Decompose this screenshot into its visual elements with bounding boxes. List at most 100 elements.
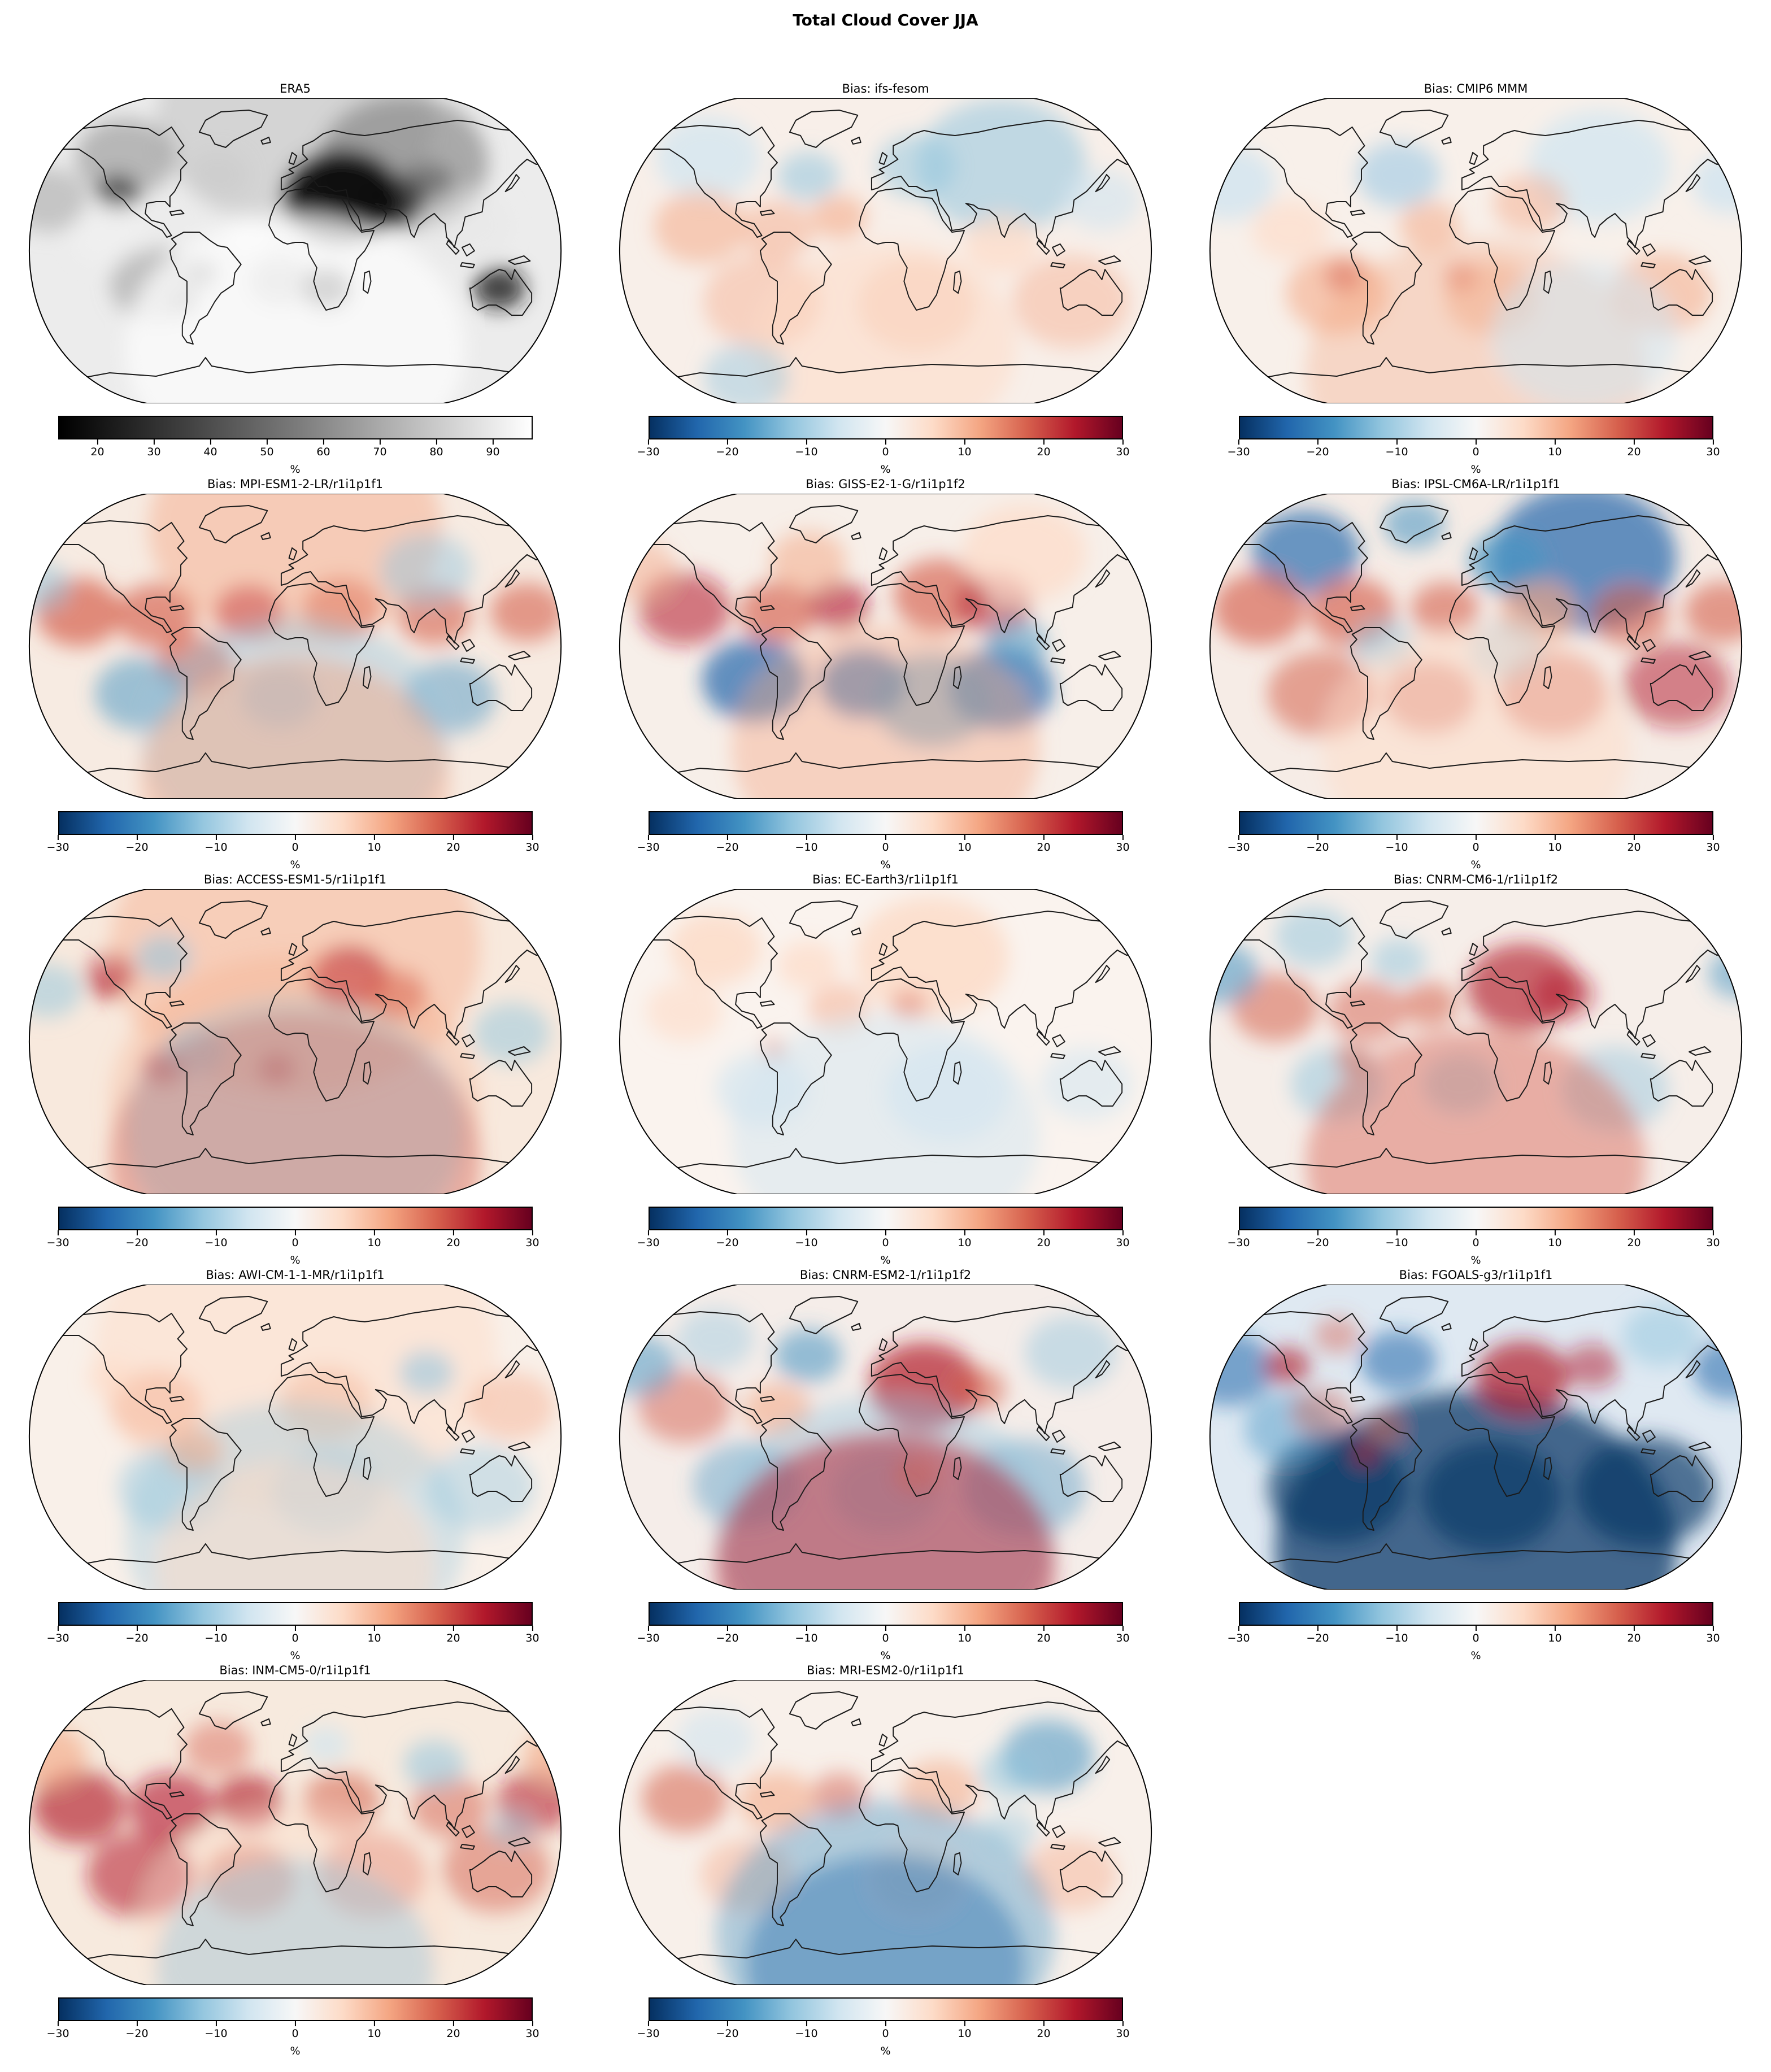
colorbar-tick: −20	[1306, 1626, 1329, 1644]
colorbar-tick: −20	[125, 2021, 149, 2040]
colorbar-tick: 0	[882, 1230, 889, 1249]
colorbar-tick: −10	[204, 1230, 228, 1249]
colorbar-gradient	[1238, 416, 1713, 439]
colorbar-tick: −30	[637, 2021, 660, 2040]
panel-cmip6-mmm: Bias: CMIP6 MMM −30 −20 −10 0 10 20 30 %	[1181, 79, 1771, 475]
colorbar-tick: 30	[525, 2021, 539, 2040]
colorbar-tick: −20	[716, 835, 739, 854]
colorbar-tick: 30	[1706, 835, 1720, 854]
colorbar-gradient	[58, 811, 533, 835]
world-map-giss-e2-1-g	[607, 494, 1164, 799]
panel-title: Bias: MRI-ESM2-0/r1i1p1f1	[806, 1664, 964, 1677]
colorbar-tick: 30	[1116, 1230, 1130, 1249]
colorbar-tick: −10	[1385, 1626, 1408, 1644]
colorbar-tick: 30	[147, 439, 161, 458]
colorbar-tick: −30	[637, 439, 660, 458]
panel-cnrm-cm6-1: Bias: CNRM-CM6-1/r1i1p1f2 −30 −20 −10 0 10 20…	[1181, 870, 1771, 1265]
colorbar-tick: 10	[1548, 439, 1562, 458]
colorbar-tick: 30	[1706, 1230, 1720, 1249]
colorbar: −30 −20 −10 0 10 20 30 %	[46, 1602, 539, 1661]
colorbar-tick: −30	[1227, 1626, 1250, 1644]
colorbar-tick: −30	[637, 1626, 660, 1644]
colorbar-tick: 0	[1472, 439, 1480, 458]
colorbar-tick: 20	[1037, 835, 1051, 854]
colorbar-unit-label: %	[1470, 1649, 1481, 1661]
colorbar-tick: 30	[1706, 439, 1720, 458]
colorbar-tick: 20	[1627, 1626, 1641, 1644]
colorbar-tick: 70	[373, 439, 387, 458]
colorbar-ticks: −30 −20 −10 0 10 20 30	[46, 1230, 539, 1254]
panel-title: ERA5	[280, 82, 311, 95]
colorbar-tick: −10	[204, 835, 228, 854]
colorbar-tick: 10	[367, 835, 381, 854]
colorbar-unit-label: %	[1470, 1254, 1481, 1265]
colorbar-gradient	[58, 1602, 533, 1626]
panel-grid: ERA5 20 30 40 50 60 70 80 90 % Bias: ifs-fesom	[0, 79, 1771, 2056]
colorbar-unit-label: %	[1470, 463, 1481, 475]
colorbar-ticks: −30 −20 −10 0 10 20 30	[637, 439, 1130, 463]
colorbar-tick: 20	[90, 439, 105, 458]
world-map-cnrm-cm6-1	[1198, 889, 1754, 1194]
panel-mpi-esm1-2-lr: Bias: MPI-ESM1-2-LR/r1i1p1f1 −30 −20 −10 0 1…	[0, 475, 590, 870]
colorbar-tick: −10	[795, 439, 818, 458]
colorbar-tick: 0	[291, 1230, 299, 1249]
colorbar-tick: 10	[958, 439, 972, 458]
colorbar-tick: −10	[1385, 835, 1408, 854]
colorbar-tick: 20	[446, 2021, 460, 2040]
colorbar-gradient	[58, 416, 533, 439]
colorbar-tick: 30	[1116, 835, 1130, 854]
colorbar-tick: 0	[1472, 1626, 1480, 1644]
panel-title: Bias: CNRM-ESM2-1/r1i1p1f2	[799, 1268, 972, 1282]
colorbar-tick: 30	[525, 1626, 539, 1644]
colorbar-tick: 10	[367, 1230, 381, 1249]
colorbar-tick: 0	[291, 2021, 299, 2040]
colorbar-gradient	[648, 1602, 1123, 1626]
colorbar-tick: −10	[795, 835, 818, 854]
colorbar-tick: 30	[525, 1230, 539, 1249]
colorbar-tick: 20	[1627, 835, 1641, 854]
colorbar: −30 −20 −10 0 10 20 30 %	[637, 1207, 1130, 1265]
world-map-ifs-fesom	[607, 98, 1164, 403]
world-map-era5	[17, 98, 573, 403]
panel-giss-e2-1-g: Bias: GISS-E2-1-G/r1i1p1f2 −30 −20 −10 0 10 2…	[590, 475, 1181, 870]
colorbar-gradient	[1238, 1602, 1713, 1626]
colorbar-tick: 30	[1116, 439, 1130, 458]
colorbar-tick: 10	[958, 835, 972, 854]
panel-ec-earth3: Bias: EC-Earth3/r1i1p1f1 −30 −20 −10 0 10 20 3…	[590, 870, 1181, 1265]
figure-title: Total Cloud Cover JJA	[793, 11, 978, 29]
colorbar-tick: −20	[716, 1626, 739, 1644]
colorbar-tick: 0	[882, 2021, 889, 2040]
colorbar-unit-label: %	[1470, 859, 1481, 870]
colorbar-unit-label: %	[880, 463, 891, 475]
colorbar: −30 −20 −10 0 10 20 30 %	[1227, 416, 1720, 475]
colorbar-unit-label: %	[290, 2045, 301, 2056]
panel-inm-cm5-0: Bias: INM-CM5-0/r1i1p1f1 −30 −20 −10 0 10 20 3…	[0, 1661, 590, 2056]
panel-fgoals-g3: Bias: FGOALS-g3/r1i1p1f1 −30 −20 −10 0 10 20 3…	[1181, 1265, 1771, 1661]
panel-title: Bias: ifs-fesom	[842, 82, 929, 95]
colorbar-ticks: −30 −20 −10 0 10 20 30	[637, 835, 1130, 859]
colorbar-tick: −10	[204, 1626, 228, 1644]
world-map-access-esm1-5	[17, 889, 573, 1194]
colorbar-tick: 0	[1472, 835, 1480, 854]
panel-ipsl-cm6a-lr: Bias: IPSL-CM6A-LR/r1i1p1f1 −30 −20 −10 0 10…	[1181, 475, 1771, 870]
panel-access-esm1-5: Bias: ACCESS-ESM1-5/r1i1p1f1 −30 −20 −10 0 1…	[0, 870, 590, 1265]
colorbar: −30 −20 −10 0 10 20 30 %	[46, 1207, 539, 1265]
colorbar-ticks: −30 −20 −10 0 10 20 30	[637, 1230, 1130, 1254]
panel-title: Bias: IPSL-CM6A-LR/r1i1p1f1	[1391, 477, 1560, 491]
colorbar-gradient	[648, 811, 1123, 835]
panel-cnrm-esm2-1: Bias: CNRM-ESM2-1/r1i1p1f2 −30 −20 −10 0 10 2…	[590, 1265, 1181, 1661]
colorbar: −30 −20 −10 0 10 20 30 %	[1227, 1602, 1720, 1661]
colorbar-tick: −20	[716, 439, 739, 458]
colorbar-ticks: −30 −20 −10 0 10 20 30	[637, 1626, 1130, 1649]
colorbar-ticks: −30 −20 −10 0 10 20 30	[1227, 439, 1720, 463]
colorbar-ticks: −30 −20 −10 0 10 20 30	[1227, 1626, 1720, 1649]
colorbar-tick: 10	[1548, 835, 1562, 854]
colorbar-tick: −20	[125, 1626, 149, 1644]
colorbar-tick: 10	[367, 2021, 381, 2040]
colorbar-tick: 0	[882, 835, 889, 854]
colorbar-tick: 0	[882, 1626, 889, 1644]
world-map-fgoals-g3	[1198, 1285, 1754, 1590]
panel-title: Bias: MPI-ESM1-2-LR/r1i1p1f1	[207, 477, 383, 491]
colorbar-unit-label: %	[290, 463, 301, 475]
colorbar-tick: 20	[446, 1230, 460, 1249]
